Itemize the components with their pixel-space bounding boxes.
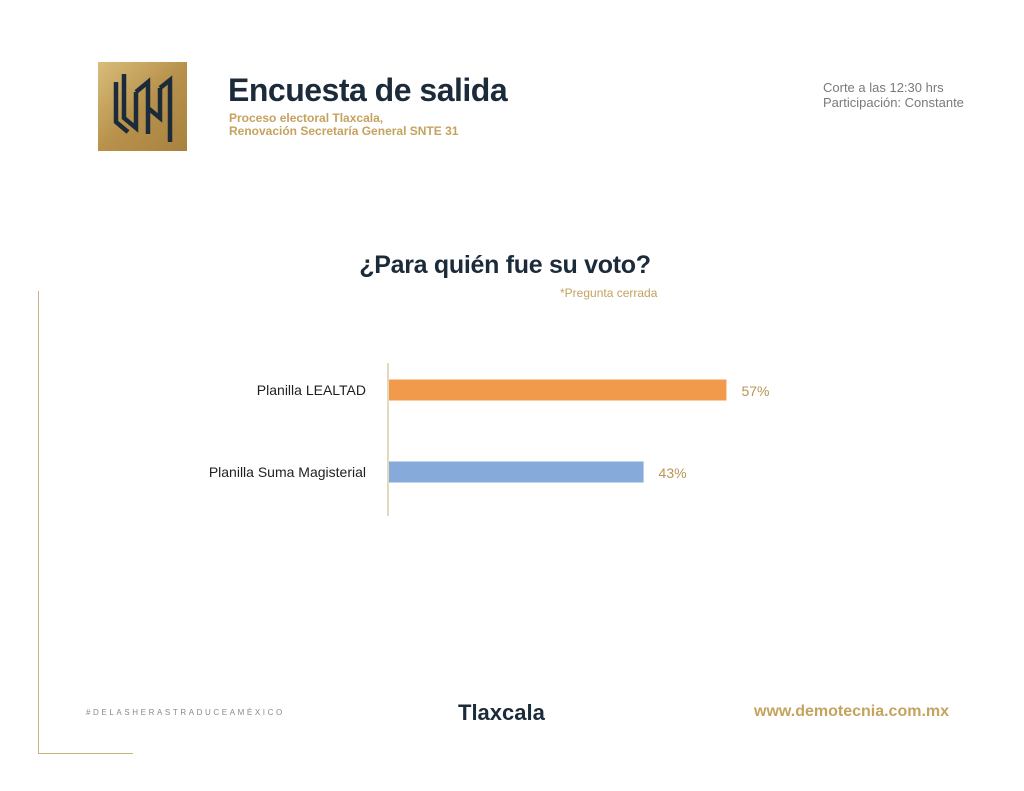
demotecnia-logo <box>98 62 187 151</box>
question-note: *Pregunta cerrada <box>560 286 658 300</box>
bar-2 <box>389 461 644 483</box>
chart-title: ¿Para quién fue su voto? <box>359 251 651 279</box>
frame-line-left <box>38 291 39 753</box>
report-subtitle-line-1: Proceso electoral Tlaxcala, <box>229 111 384 125</box>
footer-hashtag: #DELASHERASTRADUCEAMÉXICO <box>86 708 285 717</box>
footer-region: Tlaxcala <box>458 700 545 725</box>
report-title: Encuesta de salida <box>228 72 508 108</box>
cutoff-info: Corte a las 12:30 hrs Participación: Con… <box>823 80 964 110</box>
report-subtitle-line-2: Renovación Secretaría General SNTE 31 <box>229 124 459 138</box>
frame-line-bottom <box>38 753 133 754</box>
value-label-2: 43% <box>659 465 687 481</box>
bar-1 <box>389 379 727 401</box>
footer-url[interactable]: www.demotecnia.com.mx <box>754 703 950 720</box>
report-subtitle: Proceso electoral Tlaxcala, Renovación S… <box>229 112 458 138</box>
value-label-1: 57% <box>741 383 769 399</box>
participation-level: Participación: Constante <box>823 95 964 110</box>
category-label-2: Planilla Suma Magisterial <box>209 464 366 480</box>
cutoff-time: Corte a las 12:30 hrs <box>823 80 944 95</box>
category-label-1: Planilla LEALTAD <box>257 382 366 398</box>
